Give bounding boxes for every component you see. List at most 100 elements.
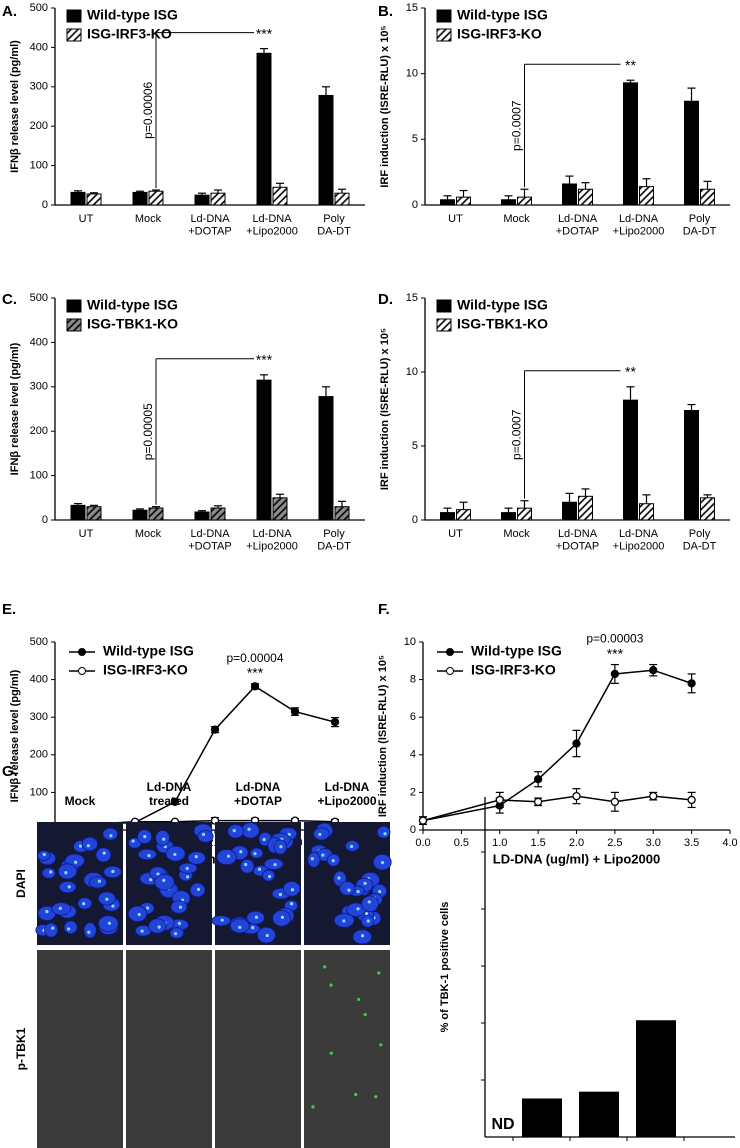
nucleus-spot	[267, 874, 272, 879]
significance-stars: ***	[607, 645, 624, 661]
row-label: DAPI	[14, 869, 28, 898]
nucleus-spot	[185, 866, 189, 870]
text-line: Ld-DNA	[619, 213, 659, 225]
p-value: p=0.00005	[141, 403, 155, 460]
nucleus-spot	[279, 845, 283, 849]
x-tick-label: Mock	[135, 213, 162, 225]
y-tick-label: 0	[412, 199, 418, 211]
y-axis-label: IRF induction (ISRE-RLU) x 10⁵	[377, 655, 389, 817]
nucleus	[339, 881, 356, 896]
nucleus-spot	[78, 844, 83, 848]
panel-label: C.	[2, 291, 17, 308]
y-axis-label: IFNβ release level (pg/ml)	[9, 342, 21, 475]
text-line: +DOTAP	[234, 794, 282, 808]
nucleus-spot	[239, 850, 243, 854]
y-tick-label: 200	[30, 425, 48, 437]
legend-label: ISG-IRF3-KO	[87, 26, 172, 42]
nucleus-spot	[321, 853, 325, 857]
text-line: +Lipo2000	[613, 541, 665, 553]
marker	[418, 816, 428, 825]
nucleus-spot	[140, 929, 144, 933]
text-line: Poly	[689, 213, 711, 225]
nucleus-spot	[49, 870, 53, 874]
row-label: p-TBK1	[14, 1027, 28, 1070]
nucleus	[241, 822, 260, 839]
y-tick-label: 0	[412, 514, 418, 526]
nucleus	[57, 863, 78, 880]
y-tick-label: 5	[412, 440, 418, 452]
text-line: Ld-DNA	[558, 528, 598, 540]
marker	[649, 666, 658, 675]
nucleus-spot	[58, 906, 62, 910]
y-tick-label: 4	[410, 749, 416, 761]
nucleus-spot	[109, 834, 113, 838]
nucleus-spot	[201, 832, 206, 836]
y-tick-label: 100	[30, 160, 48, 172]
bar	[70, 191, 86, 206]
y-tick-label: 500	[30, 636, 48, 648]
legend-swatch	[436, 299, 452, 313]
nucleus-spot	[310, 857, 314, 861]
nucleus-spot	[147, 854, 151, 858]
bar	[684, 100, 699, 206]
y-tick-label: 0	[42, 199, 48, 211]
x-tick-label: Ld-DNA +Lipo2000	[246, 213, 298, 238]
y-tick-label: 400	[30, 674, 48, 686]
nucleus-spot	[87, 930, 91, 934]
nucleus	[88, 876, 107, 889]
nucleus	[41, 867, 56, 879]
nucleus-spot	[42, 852, 46, 857]
x-tick-label: Mock	[135, 528, 162, 540]
text-line: Poly	[323, 213, 345, 225]
nucleus-spot	[226, 854, 231, 858]
y-tick-label: 200	[30, 749, 48, 761]
text-line: Ld-DNA	[325, 780, 370, 794]
marker	[290, 707, 300, 716]
marker	[533, 797, 543, 806]
y-tick-label: 10	[406, 68, 418, 80]
text-line: Ld-DNA	[619, 528, 659, 540]
ptbk1-signal	[363, 1013, 367, 1017]
x-tick-label: Ld-DNA +Lipo2000	[613, 213, 665, 238]
x-tick-label: UT	[79, 213, 94, 225]
nucleus-spot	[356, 890, 360, 894]
legend-label: Wild-type ISG	[103, 643, 194, 659]
nucleus-spot	[111, 869, 115, 874]
legend-marker	[446, 648, 454, 656]
text-line: treated	[149, 794, 189, 808]
panel-label: D.	[378, 291, 393, 308]
ptbk1-signal	[379, 1043, 383, 1047]
y-tick-label: 0	[42, 514, 48, 526]
nucleus-spot	[173, 932, 178, 936]
y-tick-label: 400	[30, 41, 48, 53]
nucleus-spot	[254, 915, 259, 919]
column-label: Ld-DNA treated	[147, 780, 192, 808]
x-tick-label: 2.5	[607, 837, 622, 849]
x-tick-label: Ld-DNA +DOTAP	[556, 213, 600, 238]
nucleus-spot	[97, 879, 101, 883]
panel-label: F.	[378, 601, 390, 618]
legend-label: ISG-TBK1-KO	[87, 316, 178, 332]
significance-stars: **	[625, 364, 636, 380]
bar	[440, 199, 455, 206]
nucleus	[102, 827, 119, 841]
text-line: Ld-DNA	[190, 528, 230, 540]
significance-stars: ***	[256, 25, 273, 41]
bar	[517, 507, 532, 521]
y-tick-label: 400	[30, 336, 48, 348]
nucleus-spot	[383, 832, 387, 836]
x-tick-label: 3.0	[646, 837, 661, 849]
nucleus-spot	[102, 851, 106, 855]
nucleus-spot	[244, 862, 248, 867]
p-value: p=0.0007	[510, 100, 524, 151]
marker	[495, 795, 504, 805]
bar	[148, 507, 164, 521]
y-tick-label: 300	[30, 81, 48, 93]
x-tick-label: UT	[448, 213, 463, 225]
nucleus	[127, 905, 148, 922]
nucleus-spot	[107, 921, 112, 925]
marker	[533, 775, 543, 784]
nucleus-spot	[105, 897, 109, 901]
panel-label: A.	[2, 3, 17, 20]
nucleus-spot	[318, 832, 322, 837]
